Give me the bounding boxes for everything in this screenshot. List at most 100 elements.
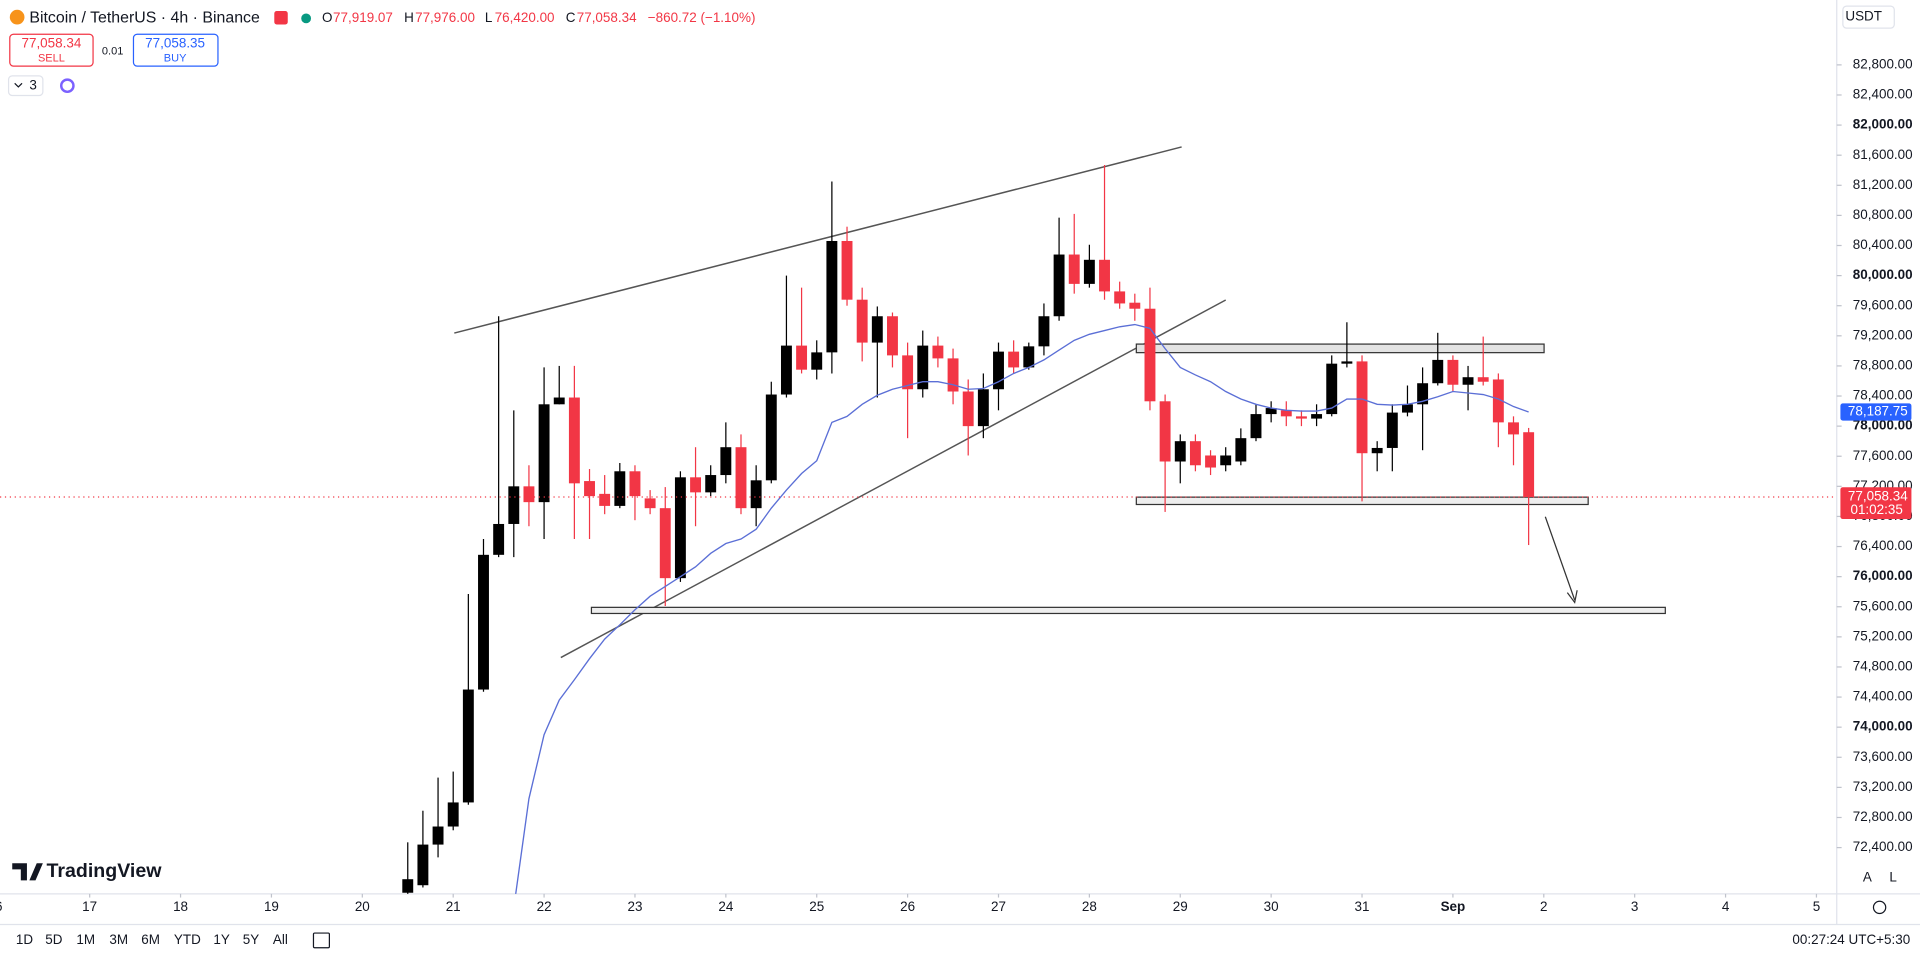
candle-body: [1235, 438, 1247, 462]
candle-body: [856, 299, 868, 343]
candle-body: [644, 498, 656, 509]
period-button[interactable]: 1M: [76, 932, 95, 947]
time-tick-label: 17: [82, 899, 97, 914]
time-tick-label: 24: [718, 899, 733, 914]
high-label: H: [404, 10, 414, 25]
plot-area: [0, 146, 1837, 894]
period-bar: 1D 5D 1M 3M 6M YTD 1Y 5Y All: [16, 932, 288, 947]
low-value: 76,420.00: [495, 10, 555, 25]
candle-body: [1083, 259, 1095, 284]
time-tick-label: Sep: [1441, 899, 1466, 914]
period-button[interactable]: 1D: [16, 932, 33, 947]
period-button[interactable]: 6M: [141, 932, 160, 947]
time-tick-label: 31: [1355, 899, 1370, 914]
candle-body: [1371, 447, 1383, 454]
price-tick-label: 82,000.00: [1853, 117, 1913, 132]
time-tick-label: 2: [1540, 899, 1547, 914]
time-tick-label: 25: [809, 899, 824, 914]
price-tick-label: 74,000.00: [1853, 719, 1913, 734]
candle-body: [977, 389, 989, 427]
time-tick-label: 22: [537, 899, 552, 914]
calendar-icon[interactable]: [312, 932, 330, 949]
candle-body: [553, 397, 565, 405]
buy-button[interactable]: [132, 33, 219, 67]
price-tick-label: 72,800.00: [1853, 809, 1913, 824]
price-tick-label: 81,200.00: [1853, 177, 1913, 192]
time-tick-label: 23: [627, 899, 642, 914]
zone-target: [590, 606, 1666, 615]
candle-body: [1492, 379, 1504, 423]
trendline-lower: [560, 299, 1227, 659]
candle-body: [962, 391, 974, 427]
candle-body: [932, 345, 944, 359]
low-label: L: [485, 10, 493, 25]
indicators-toggle[interactable]: [7, 75, 44, 97]
price-tick-label: 78,800.00: [1853, 357, 1913, 372]
period-button[interactable]: 5Y: [243, 932, 259, 947]
price-tick-label: 78,000.00: [1853, 418, 1913, 433]
candle-body: [462, 689, 474, 803]
symbol-title[interactable]: Bitcoin / TetherUS · 4h · Binance: [29, 10, 260, 27]
coin-icon: [9, 9, 25, 25]
sell-label: SELL: [38, 53, 65, 65]
candle-body: [1038, 316, 1050, 347]
candle-body: [568, 397, 580, 484]
price-tick-label: 74,800.00: [1853, 659, 1913, 674]
settings-icon[interactable]: [1872, 900, 1887, 915]
candle-body: [659, 508, 671, 579]
open-value: 77,919.07: [333, 10, 393, 25]
price-tick-label: 78,400.00: [1853, 388, 1913, 403]
price-tick-label: 79,600.00: [1853, 297, 1913, 312]
time-tick-label: 21: [446, 899, 461, 914]
candle-body: [1068, 254, 1080, 284]
candle-body: [1114, 291, 1126, 304]
candle-body: [538, 404, 550, 503]
period-button[interactable]: All: [273, 932, 288, 947]
sell-button[interactable]: [9, 33, 94, 67]
price-tick-label: 77,600.00: [1853, 448, 1913, 463]
time-tick-label: 4: [1722, 899, 1730, 914]
time-tick-label: 27: [991, 899, 1006, 914]
currency-button[interactable]: [1842, 5, 1895, 29]
price-tick-label: 82,800.00: [1853, 56, 1913, 71]
spread: 0.01: [102, 45, 123, 57]
log-scale[interactable]: L: [1889, 870, 1897, 885]
candle-body: [780, 345, 792, 395]
candle-body: [432, 826, 444, 845]
time-tick-label: 29: [1173, 899, 1188, 914]
logo-text: TradingView: [47, 860, 163, 882]
candle-body: [1144, 308, 1156, 402]
status-dot: [301, 13, 312, 24]
time-tick-label: 5: [1813, 899, 1820, 914]
candle-body: [447, 802, 459, 827]
candle-body: [811, 352, 823, 370]
candle-body: [917, 345, 929, 390]
candle-body: [1462, 377, 1474, 385]
time-tick-label: 20: [355, 899, 370, 914]
time-tick-label: 18: [173, 899, 188, 914]
price-tick-label: 72,400.00: [1853, 839, 1913, 854]
period-button[interactable]: YTD: [174, 932, 201, 947]
auto-scale[interactable]: A: [1863, 870, 1872, 885]
candle-body: [947, 358, 959, 392]
price-tick-label: 75,600.00: [1853, 598, 1913, 613]
period-button[interactable]: 3M: [109, 932, 128, 947]
candle-body: [1417, 383, 1429, 405]
price-tick-label: 80,400.00: [1853, 237, 1913, 252]
candle-body: [796, 345, 808, 370]
currency: USDT: [1845, 9, 1882, 24]
period-button[interactable]: 1Y: [213, 932, 229, 947]
candle-body: [1311, 414, 1323, 419]
candle-body: [765, 394, 777, 481]
candle-body: [493, 523, 505, 555]
buy-price: 77,058.35: [145, 36, 205, 51]
candle-body: [674, 477, 686, 579]
price-tick-label: 81,600.00: [1853, 147, 1913, 162]
period-button[interactable]: 5D: [45, 932, 62, 947]
candle-body: [1341, 361, 1353, 364]
price-tick-label: 73,600.00: [1853, 749, 1913, 764]
time-tick-label: 30: [1264, 899, 1279, 914]
candle-body: [1220, 455, 1232, 466]
open-label: O: [322, 10, 332, 25]
candle-body: [1508, 422, 1519, 435]
